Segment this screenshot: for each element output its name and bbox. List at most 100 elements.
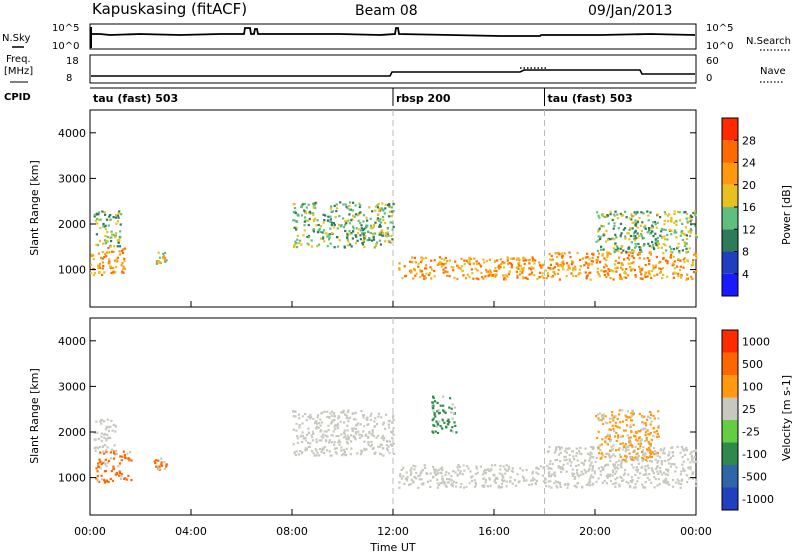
scatter-cell: [388, 426, 391, 429]
scatter-cell: [120, 455, 123, 458]
scatter-cell: [646, 456, 649, 459]
scatter-cell: [103, 452, 106, 455]
scatter-cell: [343, 246, 346, 249]
scatter-cell: [339, 225, 342, 228]
scatter-cell: [590, 455, 593, 458]
scatter-cell: [680, 274, 683, 277]
scatter-cell: [385, 235, 388, 238]
scatter-cell: [336, 423, 339, 426]
scatter-cell: [483, 484, 486, 487]
scatter-cell: [605, 264, 608, 268]
scatter-cell: [376, 241, 379, 244]
scatter-cell: [614, 424, 617, 427]
scatter-cell: [344, 413, 347, 416]
scatter-cell: [644, 276, 647, 279]
scatter-cell: [588, 478, 591, 482]
scatter-cell: [678, 269, 682, 272]
scatter-cell: [481, 477, 485, 480]
scatter-cell: [568, 267, 571, 270]
scatter-cell: [602, 225, 605, 228]
scatter-cell: [296, 435, 299, 438]
scatter-cell: [583, 468, 586, 472]
scatter-cell: [365, 224, 368, 227]
freq-unit-label: [MHz]: [4, 66, 33, 77]
scatter-cell: [497, 486, 500, 489]
scatter-cell: [685, 237, 689, 241]
scatter-cell: [363, 245, 366, 249]
scatter-cell: [557, 264, 560, 267]
scatter-cell: [689, 452, 692, 455]
scatter-cell: [516, 276, 519, 279]
scatter-cell: [557, 268, 560, 272]
scatter-cell: [340, 411, 343, 414]
scatter-cell: [603, 215, 606, 218]
scatter-cell: [635, 453, 638, 456]
scatter-cell: [448, 421, 451, 424]
scatter-cell: [623, 272, 626, 275]
scatter-cell: [119, 471, 122, 474]
scatter-cell: [648, 459, 652, 463]
scatter-cell: [547, 274, 550, 277]
scatter-cell: [626, 424, 629, 427]
scatter-cell: [345, 447, 348, 450]
scatter-cell: [585, 275, 588, 278]
scatter-cell: [473, 257, 476, 260]
scatter-cell: [441, 466, 444, 469]
scatter-cell: [610, 445, 613, 448]
scatter-cell: [620, 435, 623, 439]
scatter-cell: [643, 415, 646, 418]
scatter-cell: [683, 244, 687, 247]
scatter-cell: [675, 481, 678, 484]
scatter-cell: [119, 223, 122, 226]
scatter-cell: [388, 203, 391, 206]
scatter-cell: [123, 247, 127, 250]
scatter-cell: [656, 461, 659, 464]
scatter-cell: [637, 459, 640, 462]
scatter-cell: [378, 231, 381, 234]
scatter-cell: [638, 253, 641, 256]
scatter-cell: [105, 251, 108, 254]
scatter-cell: [630, 458, 633, 461]
scatter-cell: [460, 257, 463, 260]
scatter-cell: [460, 265, 464, 268]
scatter-cell: [309, 414, 312, 418]
scatter-cell: [651, 451, 654, 454]
scatter-cell: [553, 482, 556, 485]
scatter-cell: [440, 257, 443, 260]
y-tick-label: 2000: [58, 218, 86, 231]
scatter-cell: [348, 204, 351, 208]
scatter-cell: [320, 439, 323, 442]
scatter-cell: [663, 223, 666, 226]
scatter-cell: [484, 472, 487, 475]
scatter-cell: [631, 267, 634, 271]
scatter-cell: [640, 268, 643, 271]
scatter-cell: [620, 464, 623, 467]
scatter-cell: [433, 413, 436, 416]
scatter-cell: [434, 430, 437, 433]
scatter-cell: [630, 412, 633, 415]
scatter-cell: [643, 243, 646, 246]
scatter-cell: [614, 485, 617, 488]
scatter-cell: [596, 211, 599, 214]
scatter-cell: [314, 421, 317, 425]
scatter-cell: [495, 477, 498, 480]
scatter-cell: [468, 260, 471, 263]
scatter-cell: [612, 227, 615, 230]
scatter-cell: [316, 425, 319, 428]
scatter-cell: [331, 210, 334, 213]
scatter-cell: [116, 214, 120, 217]
scatter-cell: [676, 478, 679, 481]
scatter-cell: [522, 267, 525, 270]
scatter-cell: [403, 482, 406, 485]
scatter-cell: [683, 241, 686, 244]
scatter-cell: [312, 213, 315, 216]
scatter-cell: [600, 419, 603, 422]
scatter-cell: [664, 477, 667, 480]
scatter-cell: [473, 485, 477, 488]
scatter-cell: [644, 271, 647, 274]
scatter-cell: [665, 479, 668, 482]
scatter-cell: [93, 431, 96, 434]
scatter-cell: [623, 270, 626, 273]
